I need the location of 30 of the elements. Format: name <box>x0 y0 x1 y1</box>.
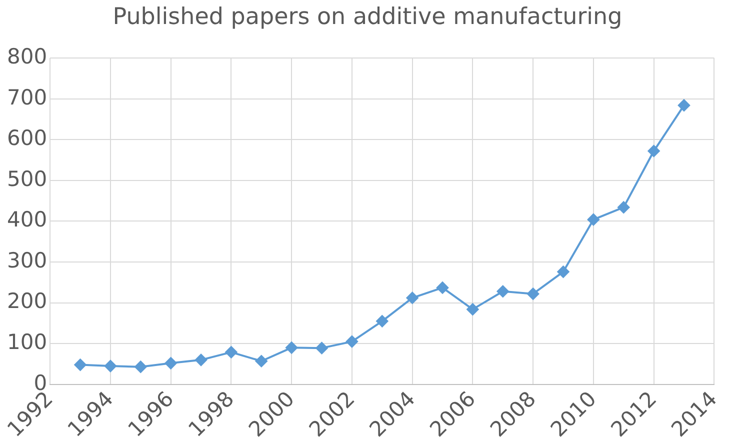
y-tick-label: 300 <box>6 248 48 272</box>
point <box>406 292 418 304</box>
point <box>527 288 540 300</box>
point <box>376 315 388 328</box>
point <box>316 342 328 354</box>
point <box>346 336 358 348</box>
point <box>557 266 570 278</box>
y-tick-label: 400 <box>6 208 48 232</box>
point <box>286 342 298 354</box>
y-tick-label: 700 <box>6 85 48 110</box>
y-tick-label: 200 <box>6 289 48 314</box>
point <box>618 201 630 214</box>
point <box>255 355 268 368</box>
point <box>587 214 600 226</box>
point <box>164 357 177 370</box>
point <box>225 346 238 358</box>
point <box>466 303 479 316</box>
y-tick-label: 600 <box>6 126 48 150</box>
point <box>195 354 208 366</box>
point <box>648 145 660 158</box>
point <box>678 99 690 112</box>
point <box>134 360 147 373</box>
y-tick-label: 100 <box>6 330 48 354</box>
point <box>436 282 449 294</box>
point <box>496 285 509 298</box>
y-tick-label: 500 <box>6 166 48 191</box>
y-tick-label: 800 <box>6 44 48 68</box>
chart-title: Published papers on additive manufacturing <box>112 4 624 30</box>
point <box>104 360 116 372</box>
point <box>74 358 86 371</box>
